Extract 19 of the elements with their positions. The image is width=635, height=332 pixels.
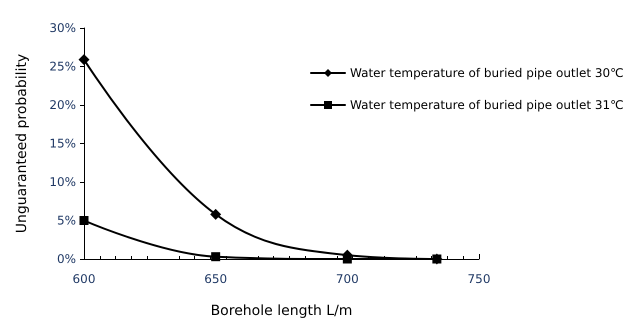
legend-label: Water temperature of buried pipe outlet 31℃ bbox=[350, 98, 624, 112]
point bbox=[210, 208, 222, 220]
y-tick-label: 25% bbox=[49, 60, 76, 74]
x-axis-title: Borehole length L/m bbox=[210, 303, 352, 319]
x-tick-label: 600 bbox=[72, 272, 96, 286]
y-tick-label: 15% bbox=[49, 136, 76, 150]
point bbox=[211, 252, 220, 262]
x-tick-label: 700 bbox=[336, 272, 359, 286]
y-tick-label: 0% bbox=[56, 252, 76, 266]
x-tick-label: 650 bbox=[204, 272, 228, 286]
y-tick-label: 30% bbox=[49, 21, 76, 35]
legend-label: Water temperature of buried pipe outlet 30℃ bbox=[350, 66, 624, 80]
y-tick-label: 5% bbox=[56, 214, 76, 228]
y-tick-label: 10% bbox=[49, 175, 76, 189]
y-tick-label: 20% bbox=[49, 98, 76, 112]
point bbox=[80, 216, 88, 225]
x-tick-label: 750 bbox=[468, 272, 490, 286]
point bbox=[78, 54, 90, 66]
y-axis-title: Unguaranteed probability bbox=[14, 54, 30, 234]
